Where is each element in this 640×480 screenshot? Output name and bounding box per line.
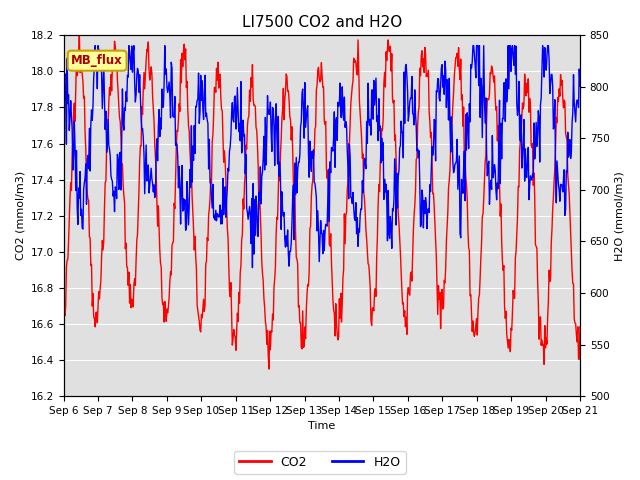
Y-axis label: CO2 (mmol/m3): CO2 (mmol/m3) bbox=[15, 171, 25, 260]
Legend: CO2, H2O: CO2, H2O bbox=[234, 451, 406, 474]
X-axis label: Time: Time bbox=[308, 421, 335, 432]
Y-axis label: H2O (mmol/m3): H2O (mmol/m3) bbox=[615, 171, 625, 261]
Text: MB_flux: MB_flux bbox=[71, 54, 123, 67]
Title: LI7500 CO2 and H2O: LI7500 CO2 and H2O bbox=[242, 15, 402, 30]
